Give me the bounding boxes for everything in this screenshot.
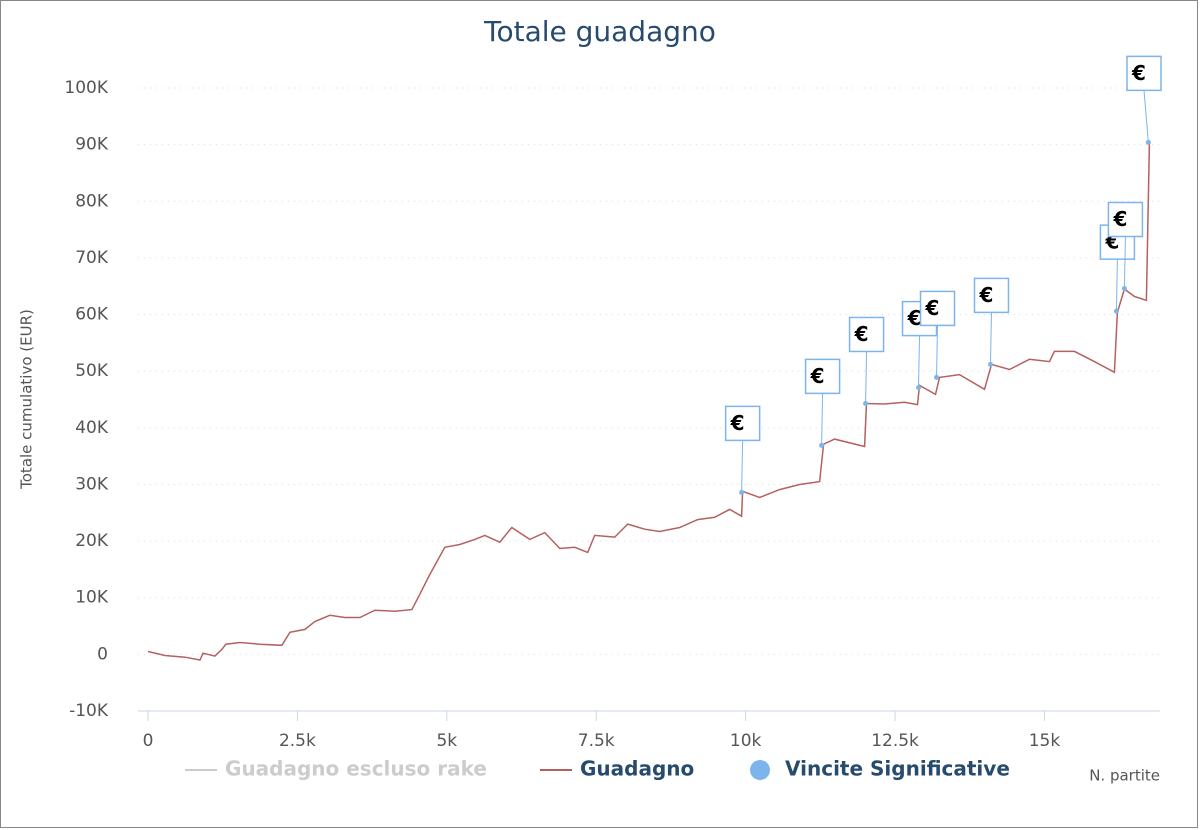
x-tick-label: 12.5k <box>871 731 919 751</box>
y-tick-label: 80K <box>75 191 109 211</box>
legend-label: Guadagno escluso rake <box>225 757 487 781</box>
legend-item[interactable]: Vincite Significative <box>750 757 1010 781</box>
y-axis-title: Totale cumulativo (EUR) <box>18 309 36 490</box>
flag-box <box>848 316 885 353</box>
data-point <box>934 374 940 380</box>
data-point <box>916 385 922 391</box>
data-point <box>1145 139 1151 145</box>
y-tick-label: 10K <box>75 588 109 608</box>
y-tick-label: 70K <box>75 248 109 268</box>
data-point <box>863 400 869 406</box>
flag-label: € <box>854 322 869 346</box>
flag-connector <box>1115 259 1118 312</box>
data-point <box>819 442 825 448</box>
data-point <box>987 361 993 367</box>
flag-connector <box>918 335 921 388</box>
x-tick-label: 10k <box>730 731 762 751</box>
flag-connector <box>1123 236 1126 289</box>
y-tick-label: 0 <box>97 644 108 664</box>
y-tick-label: 90K <box>75 135 109 155</box>
x-tick-label: 2.5k <box>279 731 316 751</box>
flag-box <box>724 405 761 442</box>
legend-label: Guadagno <box>580 757 694 781</box>
legend-item[interactable]: Guadagno <box>540 757 694 781</box>
flag-connector <box>1143 90 1149 143</box>
y-tick-label: 50K <box>75 361 109 381</box>
x-tick-label: 5k <box>436 731 457 751</box>
flag-label: € <box>907 306 922 330</box>
y-tick-label: 30K <box>75 474 109 494</box>
y-tick-label: 100K <box>64 78 108 98</box>
chart-title: Totale guadagno <box>483 15 716 48</box>
flag-connector <box>936 325 939 378</box>
flag-label: € <box>925 296 940 320</box>
x-tick-label: 0 <box>143 731 154 751</box>
flag-connector <box>821 393 824 446</box>
flag-connector <box>741 440 744 493</box>
flag-label: € <box>1112 207 1127 231</box>
flag-box <box>919 290 956 327</box>
y-tick-label: 40K <box>75 418 109 438</box>
flag-box <box>1126 55 1162 92</box>
x-axis-title: N. partite <box>1089 767 1160 785</box>
legend-item[interactable]: Guadagno escluso rake <box>185 757 487 781</box>
x-tick-label: 7.5k <box>578 731 615 751</box>
flag-label: € <box>979 283 994 307</box>
flag-label: € <box>810 364 825 388</box>
y-tick-label: -10K <box>69 701 109 721</box>
flag-box <box>973 277 1010 314</box>
flag-box <box>1107 201 1144 238</box>
data-point <box>1121 285 1127 291</box>
x-tick-label: 15k <box>1029 731 1061 751</box>
legend-symbol <box>750 760 770 780</box>
flag-connector <box>989 312 992 365</box>
flag-label: € <box>730 411 745 435</box>
y-tick-label: 20K <box>75 531 109 551</box>
flag-connector <box>865 351 868 404</box>
flag-box <box>804 358 841 395</box>
flag-label: € <box>1131 61 1146 85</box>
y-tick-label: 60K <box>75 305 109 325</box>
data-point <box>1113 308 1119 314</box>
legend-label: Vincite Significative <box>785 757 1010 781</box>
data-point <box>739 489 745 495</box>
